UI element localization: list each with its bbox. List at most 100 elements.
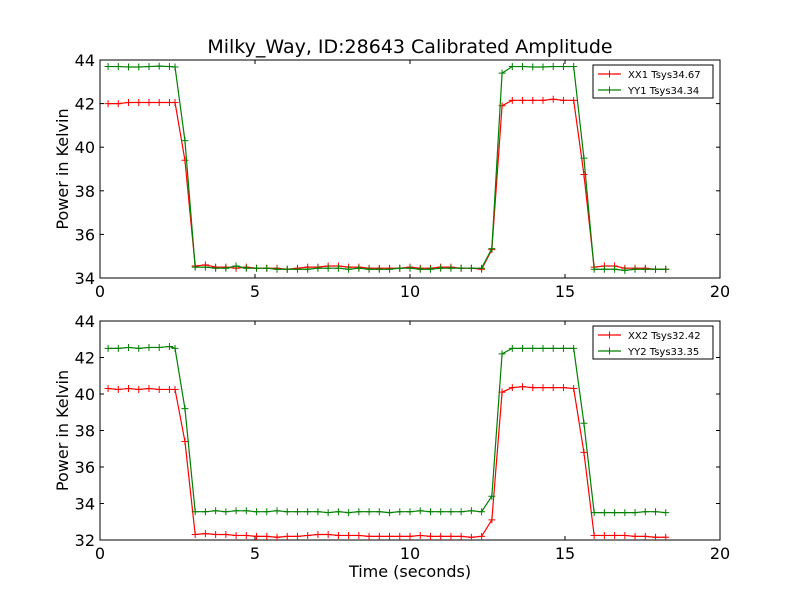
chart2-series-2: [104, 343, 670, 517]
chart2-series-1-point: [519, 383, 527, 391]
chart1-series-2-point: [155, 62, 163, 70]
chart1-ytick-label: 38: [75, 182, 95, 201]
chart2-series-2-point: [478, 508, 486, 516]
chart2-ytick-label: 44: [75, 312, 95, 331]
chart1-xtick-label: 10: [400, 282, 420, 301]
chart2-series-2-point: [559, 344, 567, 352]
chart1-series-2-point: [498, 69, 506, 77]
chart2-series-2-point: [114, 344, 122, 352]
chart2-series-1-point: [611, 531, 619, 539]
chart1-series-1-point: [181, 156, 189, 164]
chart1-series-1-point: [580, 170, 588, 178]
chart2-series-1-point: [488, 516, 496, 524]
chart2-series-2-line: [108, 345, 666, 514]
chart2-series-1-point: [324, 531, 332, 539]
chart2-ylabel: Power in Kelvin: [53, 370, 72, 491]
chart2-series-1-point: [457, 532, 465, 540]
chart1-series-2-point: [212, 264, 220, 272]
chart2-series-1-point: [334, 531, 342, 539]
chart2-legend-entry-2: YY2 Tsys33.35: [598, 347, 699, 358]
chart2-ytick-label: 40: [75, 385, 95, 404]
chart2-series-1-point: [355, 531, 363, 539]
chart1-series-2-point: [621, 266, 629, 274]
chart2-series-2-point: [104, 344, 112, 352]
chart2-series-2-point: [396, 508, 404, 516]
chart2-legend-swatch-marker: [606, 331, 613, 339]
chart1-legend-label: YY1 Tsys34.34: [627, 86, 699, 97]
chart2-series-1-point: [641, 532, 649, 540]
chart1-xtick-label: 0: [95, 282, 105, 301]
chart1-series-1-point: [549, 95, 557, 103]
chart2-series-2-point: [508, 344, 516, 352]
chart2-series-2-point: [222, 508, 230, 516]
chart2-series-1-point: [263, 532, 271, 540]
chart1-series-2-point: [314, 264, 322, 272]
chart1-series-2-point: [426, 265, 434, 273]
chart1-series-2-point: [283, 265, 291, 273]
chart1-series-2-point: [662, 265, 670, 273]
chart1-series-2-point: [253, 264, 261, 272]
chart1-series-2-point: [125, 63, 133, 71]
chart2-series-1-point: [145, 385, 153, 393]
chart2-series-1-point: [293, 532, 301, 540]
chart1-legend-label: XX1 Tsys34.67: [628, 70, 701, 81]
chart2-series-2-point: [519, 344, 527, 352]
chart1-series-2-point: [273, 265, 281, 273]
chart2-series-1-point: [304, 531, 312, 539]
chart1-legend-swatch-marker: [606, 86, 613, 94]
chart1-series-2-point: [145, 63, 153, 71]
chart1-series-2-point: [631, 265, 639, 273]
chart2-series-2-point: [600, 509, 608, 517]
chart2-series-1-point: [314, 531, 322, 539]
chart2-series-2-point: [283, 508, 291, 516]
chart2-series-2-point: [125, 343, 133, 351]
chart1-series-2-point: [406, 264, 414, 272]
chart2-series-2-point: [529, 344, 537, 352]
chart2-series-2-point: [171, 344, 179, 352]
chart1-series-2-point: [467, 264, 475, 272]
chart1-series-1-point: [559, 96, 567, 104]
chart2-series-2-point: [631, 509, 639, 517]
chart1-series-2-point: [324, 264, 332, 272]
chart1-series-1-point: [539, 96, 547, 104]
chart2-series-1-point: [135, 385, 143, 393]
chart2-series-1-point: [155, 385, 163, 393]
chart1-series-2-point: [508, 63, 516, 71]
chart2-series-1-point: [365, 532, 373, 540]
chart2-series-1-point: [467, 533, 475, 541]
chart1-legend-entry-2: YY1 Tsys34.34: [598, 86, 699, 97]
chart2-series-1-point: [478, 532, 486, 540]
chart2-series-1-point: [652, 533, 660, 541]
chart1-xtick-label: 15: [555, 282, 575, 301]
chart2-series-2-point: [426, 508, 434, 516]
chart1-series-1-point: [155, 99, 163, 107]
chart2-series-1-point: [447, 532, 455, 540]
chart1-series-1-line: [108, 98, 666, 270]
chart1-series-2-point: [529, 63, 537, 71]
chart1-series-2-point: [104, 63, 112, 71]
chart2-series-1-point: [114, 385, 122, 393]
chart1-series-2-point: [611, 265, 619, 273]
chart2-series-2-point: [447, 508, 455, 516]
chart2-series-2-point: [539, 344, 547, 352]
chart1-series-2-point: [181, 137, 189, 145]
chart2-series-1-point: [181, 437, 189, 445]
chart1-series-2-point: [201, 263, 209, 271]
chart1-ytick-label: 40: [75, 138, 95, 157]
chart1-series-2-point: [539, 63, 547, 71]
chart2-series-1-point: [406, 532, 414, 540]
chart2-series-1-point: [212, 531, 220, 539]
figure-title: Milky_Way, ID:28643 Calibrated Amplitude: [207, 36, 612, 58]
chart1-series-2-point: [652, 265, 660, 273]
chart2-series-1-point: [201, 530, 209, 538]
chart2-xtick-label: 20: [710, 544, 730, 563]
chart1-series-2-point: [365, 265, 373, 273]
chart2-series-1-point: [242, 531, 250, 539]
chart2-xtick-label: 15: [555, 544, 575, 563]
chart1-panel: 0 5 10 15 20 34 36 38 40 42 44 Power in Kelvin XX1 T…: [53, 51, 730, 301]
chart2-series-1-point: [416, 531, 424, 539]
chart2-xtick-label: 0: [95, 544, 105, 563]
chart1-ytick-label: 36: [75, 225, 95, 244]
chart1-series-1-point: [570, 96, 578, 104]
